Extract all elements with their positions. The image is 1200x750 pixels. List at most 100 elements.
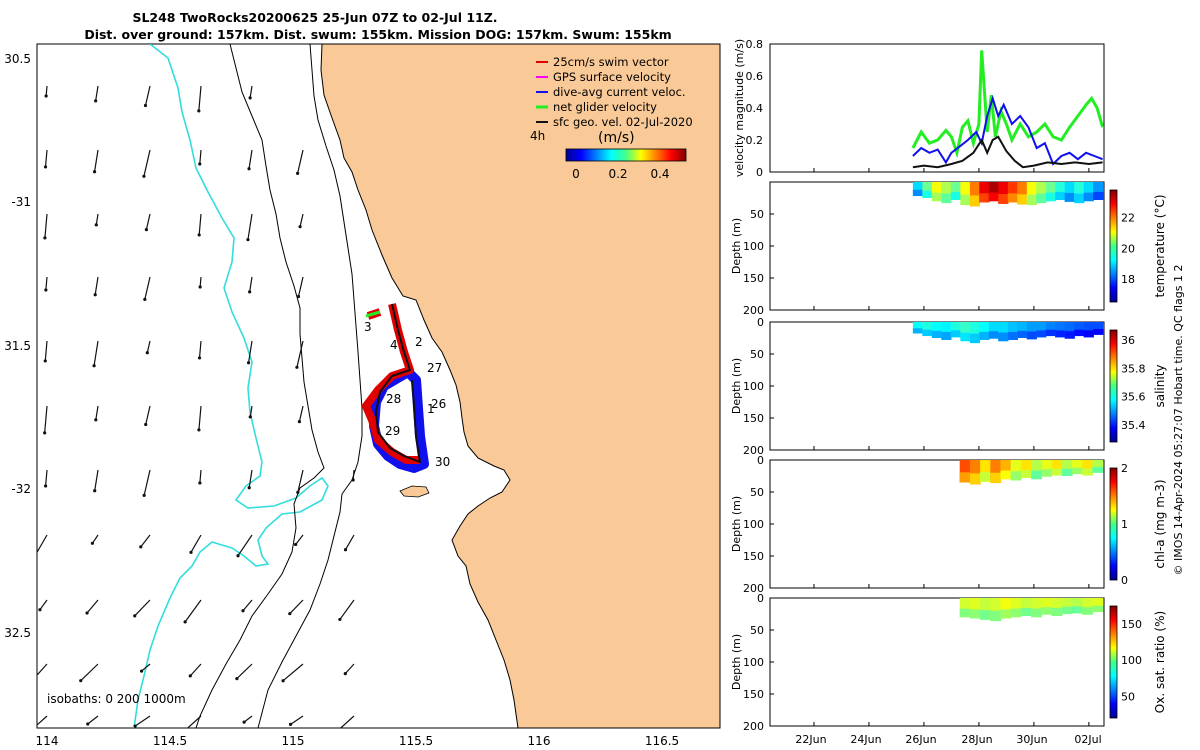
section-y-tick: 150	[743, 412, 764, 425]
velocity-vector-head	[182, 730, 185, 733]
map-y-ticks: 30.5 -31 31.5 -32 32.5	[4, 52, 31, 640]
section-cell-deep	[960, 332, 971, 342]
section-cell	[1026, 322, 1037, 340]
section-cell	[1041, 460, 1053, 477]
section-y-tick: 100	[743, 380, 764, 393]
section-cell	[998, 182, 1009, 204]
section-cell	[941, 322, 952, 340]
legend-time-label: 4h	[530, 129, 545, 143]
section-cell-deep	[922, 329, 933, 336]
velocity-vector-head	[281, 679, 285, 683]
section-cell-deep	[1000, 470, 1012, 480]
velocity-vector	[247, 340, 253, 363]
section-cell	[1000, 460, 1012, 480]
section-cell	[1093, 182, 1104, 200]
velocity-vector	[39, 599, 48, 611]
time-tick: 02Jul	[1074, 733, 1101, 746]
velocity-vector-head	[93, 489, 97, 493]
section-cell-deep	[1031, 608, 1042, 618]
colorbar-label: chl-a (mg m-3)	[1153, 479, 1167, 568]
section-cell	[979, 322, 990, 340]
section-cell-deep	[1092, 467, 1104, 473]
colorbar-tick: 50	[1121, 690, 1135, 703]
velocity-vector	[243, 715, 253, 723]
section-cell-deep	[998, 194, 1009, 204]
section-cell	[969, 322, 980, 344]
velocity-vector	[95, 85, 99, 101]
section-cell-deep	[1017, 330, 1028, 338]
velocity-vector	[140, 534, 151, 548]
track-net	[365, 310, 381, 318]
colorbar-tick: 18	[1121, 273, 1135, 286]
velocity-magnitude-panel: 0 0.2 0.4 0.6 0.8 velocity magnitude (m/…	[733, 38, 1105, 179]
section-y-tick: 0	[757, 454, 764, 467]
section-cell	[969, 182, 980, 207]
velocity-vector-head	[296, 490, 300, 495]
section-cell	[1083, 322, 1094, 338]
section-cell	[1045, 322, 1056, 337]
section-cell	[1051, 598, 1063, 616]
section-cell-deep	[1036, 193, 1047, 204]
legend-dive-avg: dive-avg current veloc.	[553, 85, 686, 99]
section-cell	[980, 598, 991, 620]
vel-y-tick: 0.8	[746, 38, 764, 51]
section-y-tick: 100	[743, 656, 764, 669]
map-x-tick: 116.5	[645, 734, 679, 748]
velocity-vector-head	[338, 617, 342, 622]
section-cell	[1092, 460, 1104, 473]
velocity-vector-head	[197, 233, 201, 237]
island	[399, 485, 430, 498]
section-ylabel: Depth (m)	[730, 358, 743, 414]
colorbar-tick: 35.4	[1121, 419, 1146, 432]
velocity-vector-head	[198, 162, 202, 166]
section-cell-deep	[1041, 469, 1053, 477]
velocity-vector-head	[288, 612, 292, 616]
section-y-tick: 0	[757, 592, 764, 605]
section-cell-deep	[960, 194, 971, 206]
velocity-vector-head	[142, 174, 146, 178]
section-cell-deep	[912, 328, 923, 334]
section-cell	[1061, 598, 1073, 614]
section-cell	[960, 182, 971, 205]
vel-y-tick: 0	[756, 166, 763, 179]
velocity-vector	[80, 663, 99, 682]
section-cell	[1051, 460, 1063, 476]
section-cell	[950, 322, 961, 338]
section-cell	[1031, 598, 1042, 618]
velocity-vector	[247, 213, 253, 240]
velocity-panel-frame	[769, 43, 1105, 173]
velocity-vector	[290, 715, 304, 725]
section-cell	[1055, 182, 1066, 200]
velocity-vector-head	[26, 732, 29, 735]
colorbar-tick: 22	[1121, 212, 1135, 225]
velocity-vector	[296, 340, 304, 368]
velocity-vector-head	[33, 677, 36, 680]
section-cell-deep	[1007, 331, 1018, 340]
velocity-vector-head	[247, 167, 251, 171]
velocity-vector-head	[43, 236, 47, 240]
velocity-vector	[248, 469, 253, 488]
track-geo	[375, 303, 421, 463]
land-coastline	[320, 44, 720, 728]
colorbar-title: (m/s)	[598, 130, 635, 146]
velocity-vector	[86, 599, 99, 614]
velocity-vector-head	[247, 486, 251, 490]
velocity-vector	[186, 715, 202, 728]
section-y-tick: 50	[750, 486, 764, 499]
vel-series-2	[912, 135, 1103, 169]
velocity-vector-head	[197, 428, 201, 432]
section-cell	[912, 322, 923, 334]
velocity-vector	[145, 213, 151, 230]
map-y-tick: -32	[11, 482, 31, 496]
day-label-4: 4	[390, 338, 398, 352]
section-cell-deep	[988, 331, 999, 339]
velocity-vector-head	[236, 554, 240, 558]
velocity-vector	[199, 276, 202, 288]
section-cell-deep	[1051, 468, 1063, 476]
section-cell	[980, 460, 991, 482]
day-label-2: 2	[415, 335, 423, 349]
velocity-vector-head	[43, 165, 48, 169]
section-ylabel: Depth (m)	[730, 496, 743, 552]
